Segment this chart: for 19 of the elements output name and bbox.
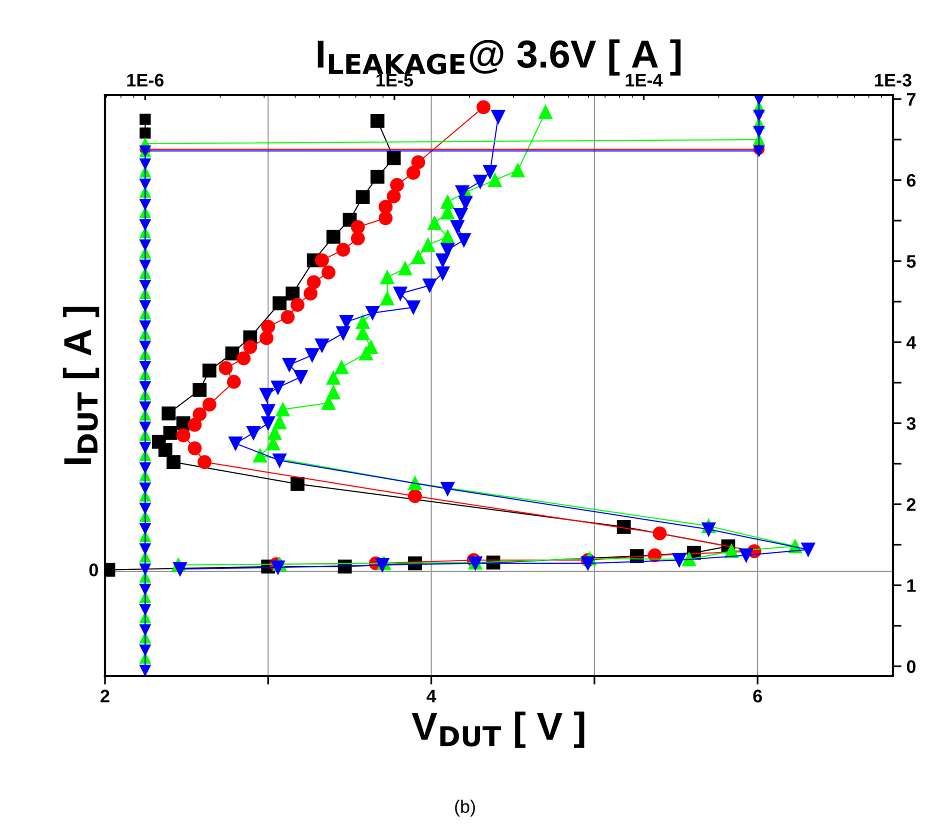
x-axis-title: V$_{DUT}$ [ V ] xyxy=(412,712,584,748)
y-tick-label: 2 xyxy=(906,498,916,511)
y-tick-label: 3 xyxy=(906,417,916,430)
x2-tick-label: 1E-4 xyxy=(626,74,663,86)
text: 0 xyxy=(89,564,98,576)
y-tick-label: 0 xyxy=(906,660,916,673)
y-tick-label: 5 xyxy=(906,255,916,268)
y-tick-label: 6 xyxy=(906,174,916,187)
y-axis-title: I$_{DUT}$ [ A ] xyxy=(62,306,100,464)
x2-tick-label: 1E-5 xyxy=(376,74,414,87)
y-tick-label: 7 xyxy=(906,93,916,106)
text: (b) xyxy=(455,800,475,817)
x2-tick-label: 1E-3 xyxy=(875,74,912,87)
x-tick-label: 6 xyxy=(753,690,762,702)
y-tick-label: 1 xyxy=(907,579,916,592)
y-tick-label: 4 xyxy=(906,336,916,349)
x-tick-label: 2 xyxy=(100,690,110,702)
x-tick-label: 4 xyxy=(426,690,436,702)
x2-tick-label: 1E-6 xyxy=(127,74,164,87)
